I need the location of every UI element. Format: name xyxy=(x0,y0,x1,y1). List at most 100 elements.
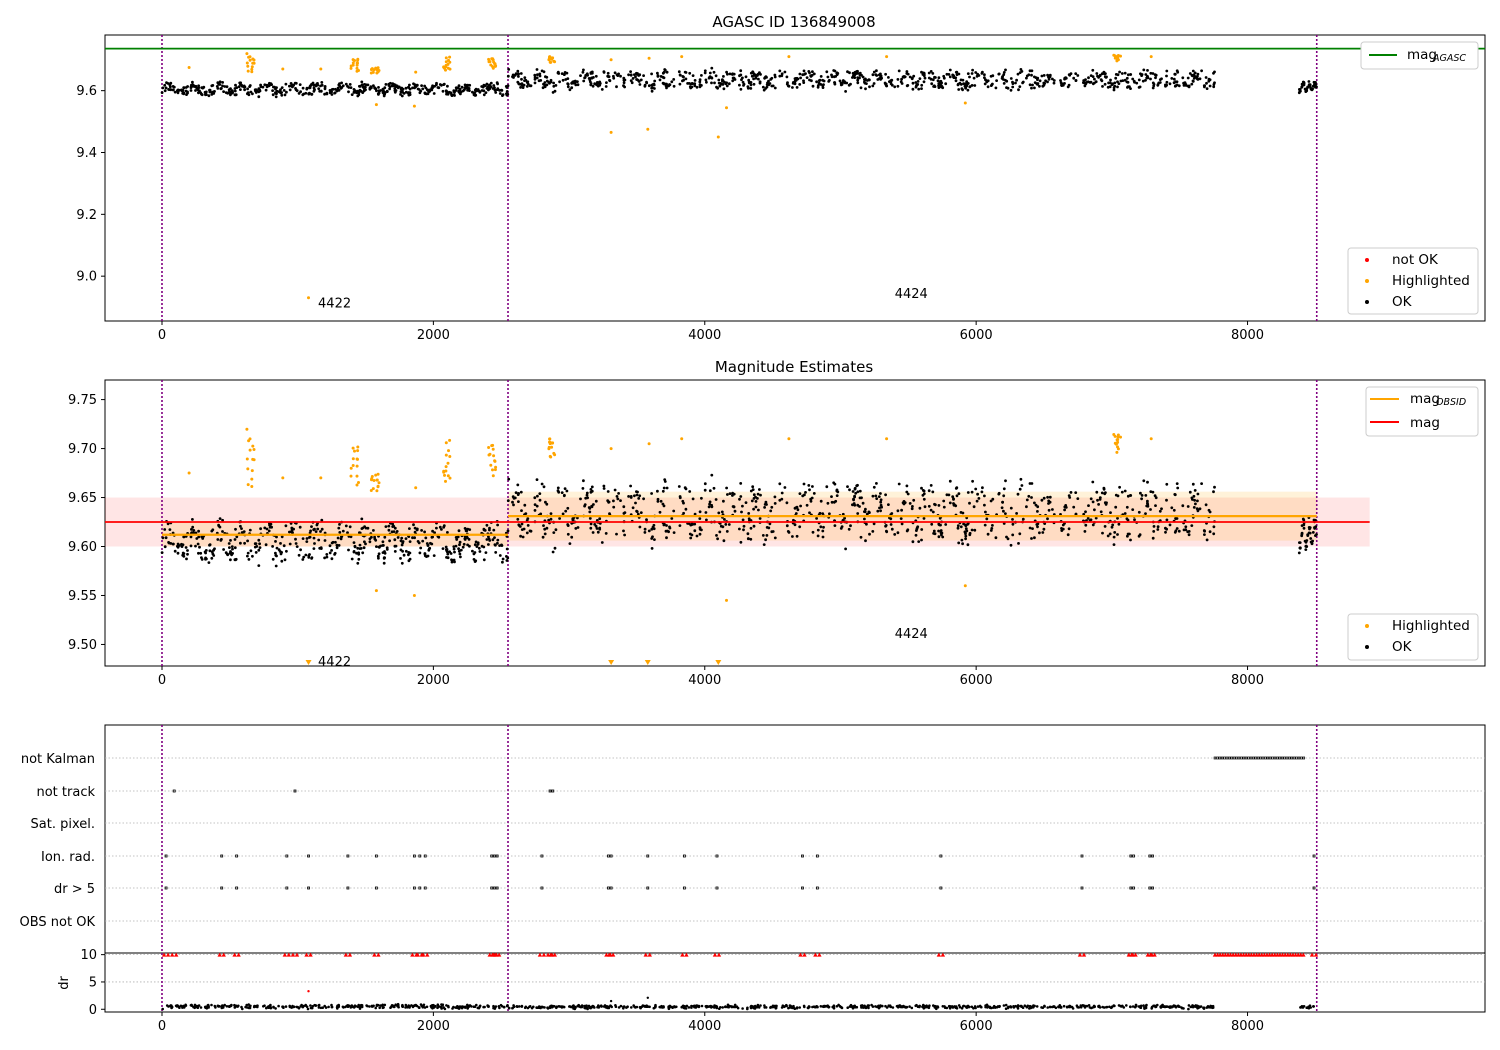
dr-point xyxy=(397,1005,400,1009)
ok-point xyxy=(948,75,952,79)
ok-point xyxy=(761,85,765,89)
ok-point xyxy=(401,540,405,543)
flag-point xyxy=(1244,756,1248,760)
ok-point xyxy=(419,546,423,550)
highlighted-point xyxy=(885,437,889,441)
ok-point xyxy=(1084,510,1087,514)
highlighted-point xyxy=(1114,442,1118,446)
ok-point xyxy=(726,493,729,496)
ok-point xyxy=(163,83,167,87)
ok-point xyxy=(1306,534,1310,537)
ok-point xyxy=(893,533,897,536)
ok-point xyxy=(858,71,862,75)
dr-clipped-marker xyxy=(496,952,502,957)
ok-point xyxy=(452,547,456,551)
dr-point xyxy=(1177,1005,1181,1008)
dr-point xyxy=(884,1004,887,1008)
ok-point xyxy=(856,69,859,73)
magnitude-x-tick-label: 8000 xyxy=(1231,673,1264,688)
ok-point xyxy=(710,473,714,477)
ok-point xyxy=(255,545,259,548)
highlighted-point xyxy=(448,438,452,442)
highlighted-point xyxy=(250,469,254,473)
ok-point xyxy=(1106,85,1110,89)
highlighted-point xyxy=(187,66,191,69)
ok-point xyxy=(450,558,454,562)
ok-point xyxy=(487,535,490,539)
ok-point xyxy=(635,490,638,493)
ok-point xyxy=(565,71,569,75)
flag-point xyxy=(609,854,613,858)
ok-point xyxy=(259,85,263,89)
ok-point xyxy=(427,547,431,551)
ok-point xyxy=(1307,526,1311,529)
ok-point xyxy=(983,523,987,527)
ok-point xyxy=(846,485,849,488)
ok-point xyxy=(197,551,200,555)
ok-point xyxy=(808,488,811,492)
ok-point xyxy=(453,550,456,554)
ok-point xyxy=(494,88,497,92)
ok-point xyxy=(968,75,971,79)
ok-point xyxy=(637,497,641,500)
ok-point xyxy=(191,80,194,84)
ok-point xyxy=(1103,82,1107,86)
ok-point xyxy=(445,92,448,96)
ok-point xyxy=(605,81,608,84)
ok-point xyxy=(216,538,220,541)
ok-point xyxy=(808,511,811,515)
flag-point xyxy=(1242,756,1246,760)
ok-point xyxy=(920,83,924,87)
ok-point xyxy=(964,82,967,86)
ok-point xyxy=(785,75,789,79)
dr-point xyxy=(194,1005,198,1009)
dr-point xyxy=(597,1004,600,1007)
dr-point xyxy=(908,1005,911,1008)
ok-point xyxy=(392,524,396,528)
ok-point xyxy=(971,68,974,72)
ok-point xyxy=(629,70,632,73)
ok-point xyxy=(196,542,200,546)
ok-point xyxy=(375,89,378,93)
ok-point xyxy=(929,508,933,512)
dr-point xyxy=(1117,1004,1121,1007)
ok-point xyxy=(224,91,228,94)
dr-point xyxy=(370,1005,374,1008)
ok-point xyxy=(754,75,758,78)
ok-point xyxy=(194,531,198,535)
ok-point xyxy=(1001,75,1004,79)
ok-point xyxy=(208,549,212,553)
ok-point xyxy=(1036,525,1039,529)
ok-point xyxy=(229,539,232,542)
ok-point xyxy=(916,80,920,83)
flag-point xyxy=(285,854,289,858)
ok-point xyxy=(1190,73,1194,77)
ok-point xyxy=(511,500,514,504)
ok-point xyxy=(207,94,211,98)
ok-point xyxy=(473,88,477,92)
ok-point xyxy=(516,517,520,521)
ok-point xyxy=(310,525,313,528)
ok-point xyxy=(1135,81,1139,85)
highlighted-point xyxy=(246,467,250,471)
ok-point xyxy=(983,76,986,79)
dr-point xyxy=(802,1004,806,1008)
highlighted-point xyxy=(489,463,493,467)
ok-point xyxy=(533,509,537,512)
ok-point xyxy=(259,527,262,531)
ok-point xyxy=(483,529,487,532)
ok-point xyxy=(202,85,206,89)
dr-point xyxy=(314,1004,317,1007)
highlighted-point xyxy=(609,447,613,451)
ok-point xyxy=(920,87,923,90)
highlighted-point xyxy=(414,486,418,490)
ok-point xyxy=(752,82,756,86)
dr-point xyxy=(440,1007,443,1010)
ok-point xyxy=(643,527,647,531)
dr-point xyxy=(568,1005,572,1008)
ok-point xyxy=(283,558,287,562)
ok-point xyxy=(1002,509,1005,513)
ok-point xyxy=(1153,494,1157,498)
ok-point xyxy=(764,538,767,542)
